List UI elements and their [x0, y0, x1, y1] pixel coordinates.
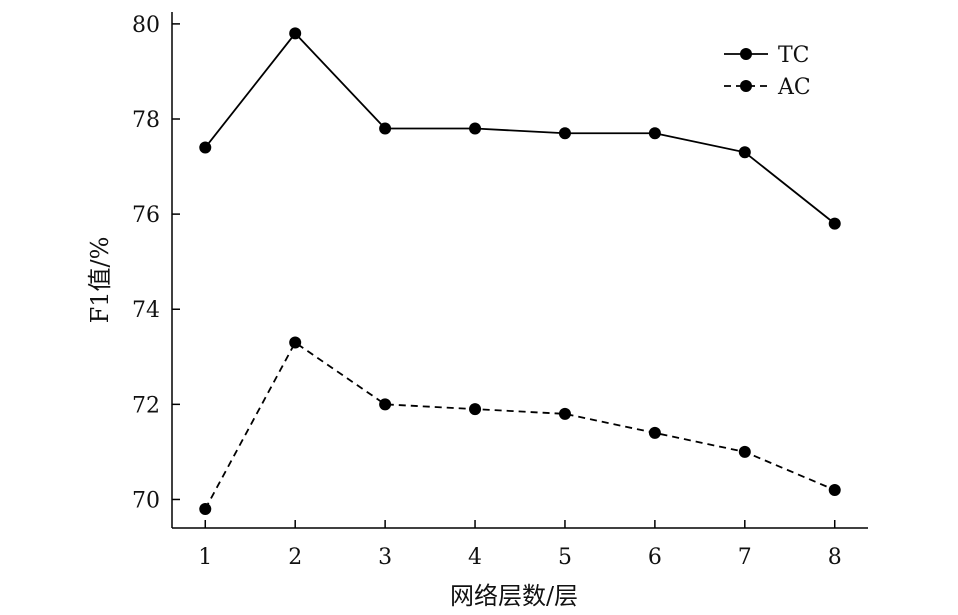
x-tick-label: 6: [648, 545, 662, 570]
data-point-ac: [828, 483, 841, 496]
data-point-ac: [379, 398, 392, 411]
x-ticks: 1 2 3 4 5 6 7 8: [198, 520, 842, 570]
data-point-ac: [738, 445, 751, 458]
y-tick-label: 76: [132, 203, 160, 228]
data-point-tc: [558, 127, 571, 140]
x-tick-label: 7: [738, 545, 752, 570]
legend: TC AC: [724, 43, 811, 100]
x-tick-label: 1: [198, 545, 212, 570]
y-tick-label: 80: [132, 13, 160, 38]
data-point-tc: [738, 146, 751, 159]
y-tick-label: 70: [132, 488, 160, 513]
data-point-tc: [469, 122, 482, 135]
series-line-tc: [204, 32, 836, 225]
y-tick-label: 74: [132, 298, 160, 323]
data-point-ac: [648, 426, 661, 439]
legend-marker-tc: [740, 48, 752, 60]
data-point-tc: [379, 122, 392, 135]
data-point-tc: [648, 127, 661, 140]
data-point-tc: [828, 217, 841, 230]
legend-label-ac: AC: [777, 75, 811, 100]
x-tick-label: 5: [558, 545, 572, 570]
x-axis-title: 网络层数/层: [450, 582, 578, 610]
data-point-ac: [469, 403, 482, 416]
x-tick-label: 3: [378, 545, 392, 570]
legend-marker-ac: [740, 80, 752, 92]
y-ticks: 70 72 74 76 78 80: [132, 13, 180, 513]
data-point-ac: [199, 502, 212, 515]
x-tick-label: 8: [828, 545, 842, 570]
y-axis-title: F1值/%: [86, 237, 114, 324]
data-point-tc: [199, 141, 212, 154]
series-group: [199, 27, 841, 515]
legend-label-tc: TC: [778, 43, 810, 68]
x-tick-label: 2: [288, 545, 302, 570]
data-point-ac: [558, 407, 571, 420]
y-tick-label: 78: [132, 108, 160, 133]
series-line-ac: [204, 341, 836, 510]
axes: [171, 12, 868, 529]
y-tick-label: 72: [132, 393, 160, 418]
data-point-ac: [289, 336, 302, 349]
data-point-tc: [289, 27, 302, 40]
x-tick-label: 4: [468, 545, 482, 570]
